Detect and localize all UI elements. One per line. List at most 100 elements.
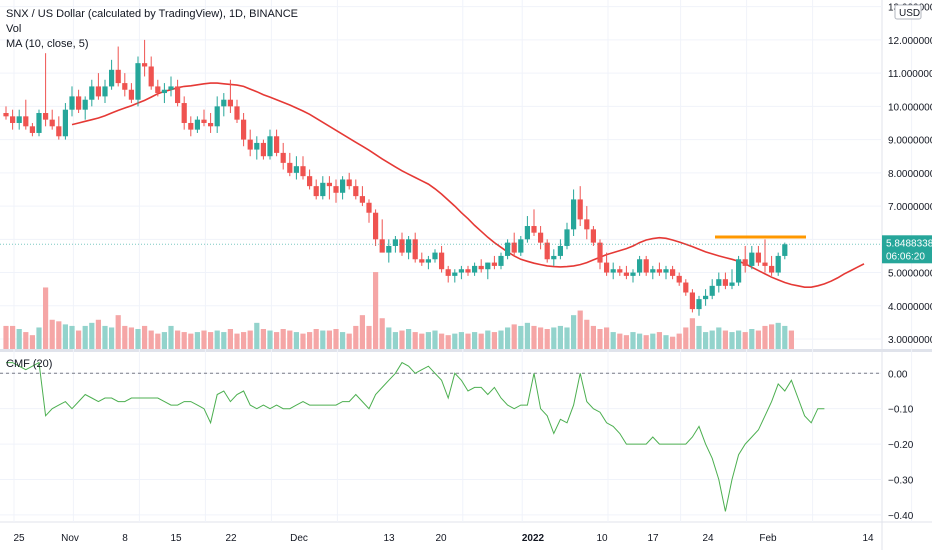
candle-body	[280, 152, 286, 163]
vol-legend[interactable]: Vol	[6, 23, 22, 35]
volume-bar	[241, 332, 247, 349]
candle-body	[505, 242, 511, 256]
volume-bar	[227, 329, 233, 349]
candle-body	[769, 265, 775, 273]
candle-body	[254, 142, 260, 150]
time-tick-label: Nov	[61, 533, 79, 544]
volume-bar	[340, 332, 346, 349]
volume-bar	[188, 333, 194, 349]
volume-bar	[373, 272, 379, 349]
candle-body	[128, 89, 134, 100]
symbol-title[interactable]: SNX / US Dollar (calculated by TradingVi…	[6, 8, 299, 20]
volume-bar	[762, 325, 768, 349]
candle-body	[142, 63, 148, 67]
cmf-legend[interactable]: CMF (20)	[6, 358, 53, 370]
volume-bar	[623, 335, 629, 349]
volume-bar	[769, 324, 775, 349]
ma-legend[interactable]: MA (10, close, 5)	[6, 38, 89, 50]
price-tick-label: 11.0000000	[888, 69, 932, 80]
volume-bar	[313, 329, 319, 349]
volume-bar	[16, 329, 22, 349]
candle-body	[458, 269, 464, 273]
volume-bar	[181, 332, 187, 349]
volume-bar	[604, 327, 610, 349]
candle-body	[419, 259, 425, 263]
volume-bar	[49, 319, 55, 349]
volume-bar	[379, 318, 385, 349]
candle-layer	[3, 39, 788, 316]
volume-bar	[102, 325, 108, 349]
candle-body	[181, 103, 187, 123]
candle-body	[148, 66, 154, 87]
volume-bar	[722, 330, 728, 349]
time-tick-label: 14	[862, 533, 874, 544]
candle-body	[544, 242, 550, 260]
candle-body	[696, 299, 702, 310]
cmf-tick-label: 0.00	[888, 369, 908, 380]
candle-body	[274, 136, 280, 153]
candle-body	[333, 186, 339, 193]
volume-bar	[716, 327, 722, 349]
volume-bar	[491, 332, 497, 349]
candle-body	[584, 219, 590, 230]
candle-body	[722, 279, 728, 286]
volume-bar	[326, 330, 332, 349]
candle-body	[326, 182, 332, 187]
volume-bar	[36, 327, 42, 349]
candle-body	[577, 199, 583, 220]
candle-body	[300, 166, 306, 177]
volume-bar	[320, 330, 326, 349]
candle-body	[56, 126, 62, 137]
volume-bar	[478, 333, 484, 349]
volume-bar	[161, 332, 167, 349]
volume-bar	[597, 329, 603, 349]
volume-bar	[432, 330, 438, 349]
axis-layer: 13.000000012.000000011.000000010.0000000…	[0, 3, 932, 544]
candle-body	[260, 142, 266, 157]
candle-body	[564, 229, 570, 246]
pane-separator	[0, 349, 932, 352]
volume-bar	[465, 333, 471, 349]
candle-body	[656, 269, 662, 273]
candle-body	[89, 86, 95, 100]
candle-body	[399, 239, 405, 253]
candle-body	[69, 96, 75, 110]
cmf-tick-label: −0.40	[888, 511, 914, 522]
candle-body	[175, 86, 181, 104]
volume-bar	[399, 330, 405, 349]
cmf-tick-label: −0.10	[888, 405, 914, 416]
volume-layer	[3, 272, 794, 349]
candle-body	[29, 126, 35, 133]
candle-body	[775, 255, 781, 273]
candle-body	[709, 285, 715, 296]
volume-bar	[122, 325, 128, 349]
volume-bar	[386, 327, 392, 349]
candle-body	[736, 259, 742, 283]
volume-bar	[425, 332, 431, 349]
candle-body	[353, 186, 359, 197]
candle-body	[115, 69, 121, 84]
volume-bar	[208, 332, 214, 349]
candle-body	[194, 119, 200, 130]
volume-bar	[683, 327, 689, 349]
candle-body	[307, 176, 313, 187]
volume-bar	[95, 319, 101, 349]
volume-bar	[168, 325, 174, 349]
volume-bar	[518, 325, 524, 349]
volume-bar	[709, 330, 715, 349]
candle-body	[498, 255, 504, 266]
volume-bar	[775, 322, 781, 349]
candle-body	[445, 269, 451, 276]
currency-label: USD	[899, 8, 920, 19]
volume-bar	[472, 332, 478, 349]
candle-body	[604, 262, 610, 273]
volume-bar	[577, 310, 583, 349]
volume-bar	[115, 315, 121, 349]
candle-body	[320, 182, 326, 197]
volume-bar	[10, 325, 16, 349]
volume-bar	[254, 322, 260, 349]
time-tick-label: Dec	[290, 533, 308, 544]
